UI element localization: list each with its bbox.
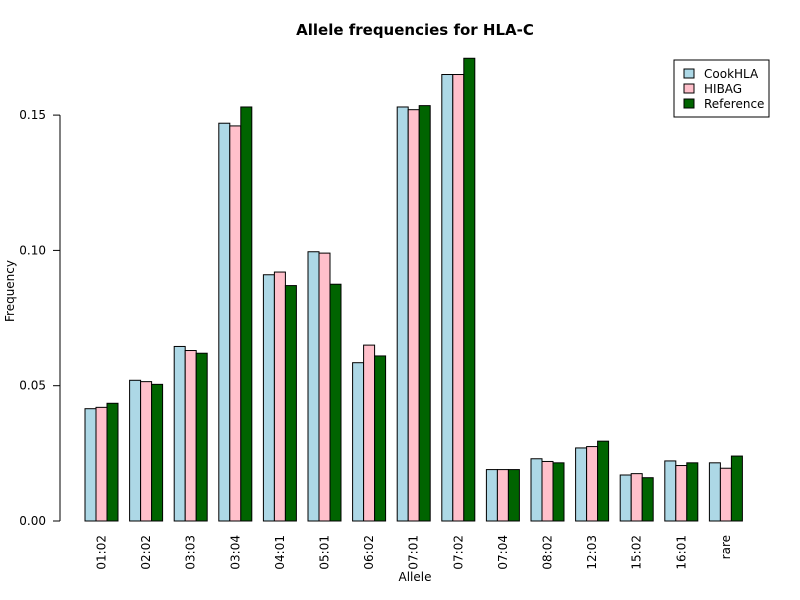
x-tick-label: 02:02 (139, 535, 153, 570)
legend-swatch-hibag (683, 83, 695, 94)
bar-reference-12-03 (597, 440, 610, 522)
x-tick-label: 01:02 (95, 535, 109, 570)
x-axis: 01:02 02:02 03:03 03:04 04:01 05:01 06:02 07:01… (95, 535, 733, 570)
x-tick-label: 07:01 (407, 535, 421, 570)
bar-hibag-02-02 (140, 381, 153, 522)
bar-cookhla-07-01 (396, 106, 409, 522)
y-axis-label: Frequency (3, 260, 17, 322)
x-tick-label: 15:02 (630, 535, 644, 570)
bar-hibag-16-01 (675, 465, 688, 522)
bar-reference-03-04 (240, 106, 253, 522)
x-tick-label: rare (719, 535, 733, 559)
x-tick-label: 16:01 (674, 535, 688, 570)
bar-reference-01-02 (106, 402, 119, 522)
bar-cookhla-03-04 (218, 122, 231, 522)
legend-label-cookhla: CookHLA (704, 67, 759, 81)
bar-hibag-08-02 (541, 460, 554, 522)
x-tick-label: 05:01 (318, 535, 332, 570)
x-tick-label: 07:02 (451, 535, 465, 570)
bar-hibag-07-04 (496, 469, 509, 522)
bar-hibag-03-04 (229, 125, 242, 522)
bar-reference-02-02 (151, 383, 164, 522)
bar-cookhla-04-01 (262, 274, 275, 522)
bar-cookhla-16-01 (664, 460, 677, 522)
x-axis-label: Allele (399, 570, 432, 584)
bars-group (84, 57, 743, 522)
chart-title: Allele frequencies for HLA-C (296, 21, 534, 39)
bar-hibag-15-02 (630, 473, 643, 522)
bar-cookhla-12-03 (575, 447, 588, 522)
bar-cookhla-07-04 (485, 469, 498, 522)
x-tick-label: 07:04 (496, 535, 510, 570)
legend-label-hibag: HIBAG (704, 82, 742, 96)
bar-hibag-04-01 (273, 271, 286, 522)
bar-cookhla-07-02 (441, 74, 454, 522)
y-tick-label: 0.05 (19, 379, 46, 393)
bar-hibag-12-03 (586, 446, 599, 522)
legend-swatch-reference (683, 98, 695, 109)
y-tick-label: 0.00 (19, 514, 46, 528)
bar-cookhla-03-03 (173, 345, 186, 522)
x-tick-label: 06:02 (362, 535, 376, 570)
bar-reference-04-01 (284, 285, 297, 522)
x-tick-label: 04:01 (273, 535, 287, 570)
x-tick-label: 12:03 (585, 535, 599, 570)
bar-hibag-05-01 (318, 252, 331, 522)
x-tick-label: 03:03 (184, 535, 198, 570)
bar-hibag-06-02 (363, 344, 376, 522)
y-tick-label: 0.15 (19, 108, 46, 122)
bar-cookhla-01-02 (84, 408, 97, 522)
y-tick-label: 0.10 (19, 243, 46, 257)
bar-hibag-01-02 (95, 406, 108, 522)
bar-cookhla-08-02 (530, 458, 543, 522)
legend-swatch-cookhla (683, 68, 695, 79)
bar-reference-15-02 (641, 477, 654, 522)
legend-label-reference: Reference (704, 97, 764, 111)
bar-cookhla-15-02 (619, 474, 632, 522)
bar-hibag-07-02 (452, 74, 465, 522)
x-tick-label: 03:04 (228, 535, 242, 570)
bar-reference-06-02 (374, 355, 387, 522)
bar-cookhla-06-02 (352, 362, 365, 522)
bar-cookhla-02-02 (129, 379, 142, 522)
bar-hibag-03-03 (184, 350, 197, 522)
bar-reference-07-01 (418, 105, 431, 522)
bar-reference-08-02 (552, 462, 565, 522)
x-tick-label: 08:02 (541, 535, 555, 570)
bar-hibag-rare (719, 467, 732, 522)
bar-reference-03-03 (195, 352, 208, 522)
bar-reference-05-01 (329, 283, 342, 522)
bar-hibag-07-01 (407, 109, 420, 522)
bar-reference-rare (730, 455, 743, 522)
bar-cookhla-rare (708, 462, 721, 522)
bar-reference-07-02 (463, 57, 476, 522)
y-axis: 0.00 0.05 0.10 0.15 (19, 108, 61, 528)
bar-reference-07-04 (507, 469, 520, 522)
bar-reference-16-01 (686, 462, 699, 522)
bar-cookhla-05-01 (307, 251, 320, 522)
